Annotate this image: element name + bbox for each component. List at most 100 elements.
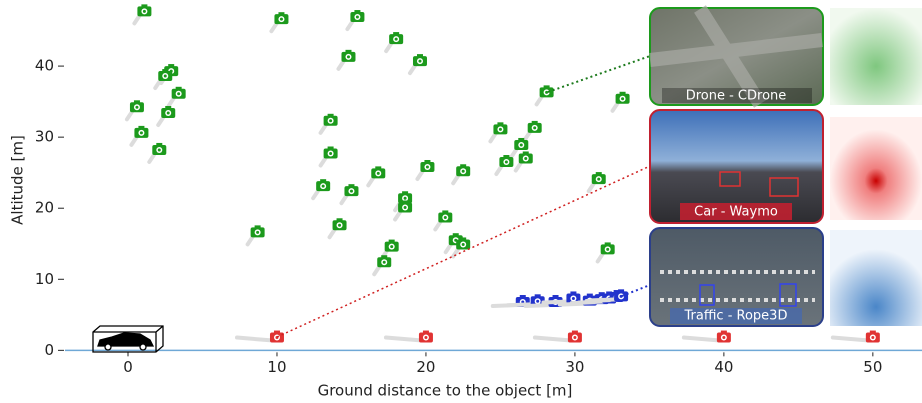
camera [493,122,507,134]
camera-top [570,291,576,294]
camera-lens-inner [573,336,576,339]
y-tick-label: 30 [35,128,54,146]
inset-car: Car - Waymo [650,110,823,223]
camera-top [572,331,578,334]
camera-top [553,295,559,298]
camera [172,87,186,99]
camera-top [156,143,162,146]
camera-top [532,121,538,124]
y-tick-label: 40 [35,57,54,75]
camera-top [497,122,503,125]
camera-top [523,151,529,154]
inset-label: Drone - CDrone [686,89,787,104]
heatmap [830,117,922,220]
camera-top [337,218,343,221]
camera-lens-inner [462,243,465,246]
object-car [93,326,163,352]
camera-lens-inner [572,297,575,300]
camera [316,179,330,191]
camera-top [520,295,526,298]
camera [324,146,338,158]
camera-lens-inner [395,38,398,41]
view-ray [591,299,617,300]
y-axis-label: Altitude [m] [9,135,27,225]
camera-top [596,172,602,175]
camera-top [168,64,174,67]
inset-drone: Drone - CDrone [650,8,823,105]
camera [385,240,399,252]
camera-lens-inner [597,178,600,181]
heatmap [830,230,922,326]
camera-lens-inner [347,55,350,58]
camera-top [345,50,351,53]
inset-label: Traffic - Rope3D [684,309,788,324]
camera-top [402,191,408,194]
camera [519,151,533,163]
camera-top [453,233,459,236]
camera [592,172,606,184]
connector [277,166,650,337]
camera [152,143,166,155]
camera-top [518,138,524,141]
camera [528,121,542,133]
camera-top [354,10,360,13]
camera-lens-inner [621,97,624,100]
camera-lens-inner [499,128,502,131]
camera [341,50,355,62]
camera-lens-inner [424,336,427,339]
y-tick-label: 20 [35,199,54,217]
camera-lens-inner [871,336,874,339]
camera-lens-inner [524,157,527,160]
camera-lens-inner [722,336,725,339]
camera-top [165,106,171,109]
camera-lens-inner [280,18,283,21]
camera [130,100,144,112]
camera-top [605,242,611,245]
camera-top [535,294,541,297]
camera [540,85,554,97]
heatmap [830,8,922,105]
camera [371,166,385,178]
camera-lens-inner [329,152,332,155]
chart: 01020304001020304050 Drone - CDrone Car … [0,0,922,403]
camera-top [328,114,334,117]
view-ray [543,301,569,302]
camera-top [348,184,354,187]
camera-lens-inner [462,170,465,173]
x-tick-label: 30 [565,358,584,376]
camera-lens-inner [545,91,548,94]
camera-top [503,155,509,158]
camera-lens-inner [418,60,421,63]
inset-label: Car - Waymo [694,205,778,220]
x-tick-label: 50 [863,358,882,376]
camera-top [402,201,408,204]
camera [616,92,630,104]
camera-top [417,54,423,57]
camera [344,184,358,196]
camera-lens-inner [177,92,180,95]
camera [251,225,265,237]
camera-lens-inner [533,126,536,129]
camera-top [393,32,399,35]
camera-lens-inner [329,119,332,122]
camera-top [328,146,334,149]
y-tick-label: 0 [44,341,54,359]
connector [548,56,650,92]
camera-top [620,92,626,95]
camera-top [424,160,430,163]
camera [389,32,403,44]
camera-lens-inner [356,16,359,19]
camera-top [460,237,466,240]
y-tick-label: 10 [35,270,54,288]
camera-lens-inner [444,216,447,219]
camera-lens-inner [135,106,138,109]
camera-lens-inner [383,261,386,264]
camera-top [587,294,593,297]
camera-top [274,331,280,334]
camera-top [141,4,147,7]
camera [420,160,434,172]
camera [456,164,470,176]
camera-top [255,225,261,228]
camera-lens-inner [256,231,259,234]
camera-top [460,164,466,167]
